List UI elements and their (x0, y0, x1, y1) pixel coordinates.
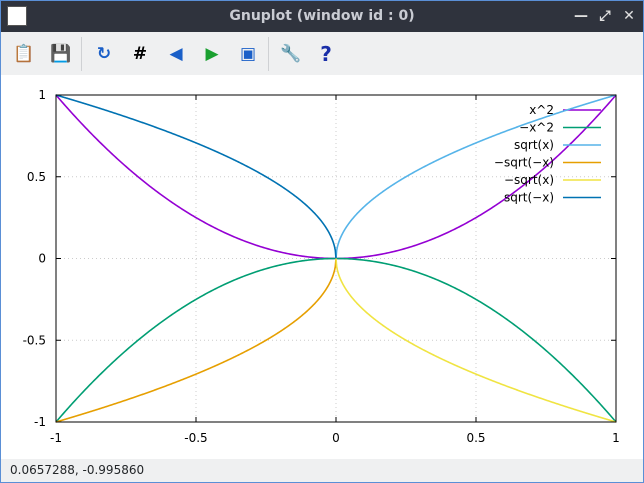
series-line-3 (55, 258, 337, 423)
legend-label: x^2 (529, 103, 554, 117)
x-tick-label: 0.5 (466, 431, 485, 445)
x-tick-label: 0 (332, 431, 340, 445)
zoom-back-icon[interactable]: ◀ (169, 44, 183, 64)
zoom-forward-icon[interactable]: ▶ (205, 44, 219, 64)
legend-label: sqrt(x) (514, 138, 554, 152)
legend-label: −x^2 (519, 121, 554, 135)
x-tick-label: 1 (612, 431, 620, 445)
series-line-2 (335, 94, 617, 259)
legend-label: −sqrt(x) (504, 173, 554, 187)
series-line-5 (55, 94, 337, 259)
maximize-icon[interactable]: ⤢ (599, 8, 611, 24)
legend-label: −sqrt(−x) (494, 156, 554, 170)
y-tick-label: 0.5 (27, 170, 46, 184)
y-tick-label: 1 (38, 88, 46, 102)
legend-label: sqrt(−x) (504, 191, 554, 205)
mouse-coordinates: 0.0657288, -0.995860 (10, 463, 145, 477)
toolbar: 📋 💾 ↻ # ◀ ▶ ▣ 🔧 ? (1, 32, 643, 75)
separator (81, 37, 82, 71)
x-tick-label: -0.5 (184, 431, 207, 445)
status-bar: 0.0657288, -0.995860 (1, 459, 643, 482)
y-tick-label: -0.5 (23, 333, 46, 347)
refresh-icon[interactable]: ↻ (96, 44, 112, 64)
close-icon[interactable]: ✕ (623, 8, 635, 24)
help-icon[interactable]: ? (320, 42, 332, 66)
plot-border (55, 94, 617, 423)
title-bar: Gnuplot (window id : 0) — ⤢ ✕ (1, 1, 643, 32)
series-line-4 (335, 258, 617, 423)
plot-area[interactable]: -1 -0.5 0 0.5 1 -1 -0.5 0 0.5 1 x^2 −x^2 sqrt(x) −sqr… (1, 75, 643, 459)
minimize-icon[interactable]: — (574, 8, 588, 24)
separator (268, 37, 269, 71)
chart: -1 -0.5 0 0.5 1 -1 -0.5 0 0.5 1 x^2 −x^2 sqrt(x) −sqr… (23, 88, 620, 445)
window-title: Gnuplot (window id : 0) (229, 8, 415, 24)
x-tick-label: -1 (50, 431, 62, 445)
save-print-icon[interactable]: 💾 (50, 44, 72, 64)
y-tick-label: 0 (38, 252, 46, 266)
clipboard-icon[interactable]: 📋 (13, 44, 35, 64)
wrench-icon[interactable]: 🔧 (280, 44, 302, 64)
y-tick-label: -1 (34, 415, 46, 429)
gnuplot-app-icon (7, 6, 27, 26)
zoom-fit-icon[interactable]: ▣ (239, 44, 257, 64)
grid-icon[interactable]: # (132, 44, 148, 64)
